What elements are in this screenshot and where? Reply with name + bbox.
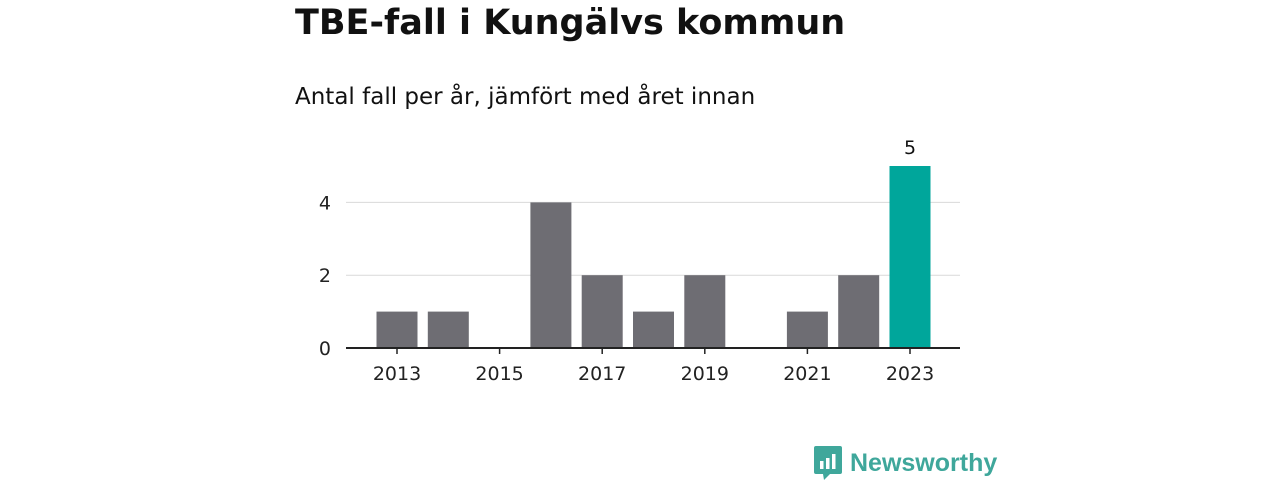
x-tick-label: 2021 — [783, 363, 831, 385]
chart-title: TBE-fall i Kungälvs kommun — [295, 3, 846, 43]
y-tick-label: 2 — [319, 265, 331, 287]
newsworthy-logo-text: Newsworthy — [850, 448, 998, 477]
x-tick-label: 2015 — [475, 363, 523, 385]
bar-2021 — [786, 311, 828, 348]
x-tick-label: 2019 — [681, 363, 729, 385]
y-tick-label: 0 — [319, 338, 331, 360]
bar-2014 — [427, 311, 469, 348]
data-label: 5 — [904, 137, 916, 159]
bar-2017 — [581, 275, 623, 348]
newsworthy-logo: Newsworthy — [814, 446, 997, 480]
chart-subtitle: Antal fall per år, jämfört med året inna… — [295, 84, 756, 110]
bar-2019 — [684, 275, 726, 348]
bar-2016 — [530, 202, 572, 348]
x-tick-label: 2013 — [373, 363, 421, 385]
y-tick-label: 4 — [319, 192, 331, 214]
newsworthy-logo-icon — [814, 446, 842, 480]
x-tick-label: 2023 — [886, 363, 934, 385]
bar-2022 — [838, 275, 880, 348]
bar-2013 — [376, 311, 418, 348]
bar-2023 — [889, 166, 931, 348]
bar-2018 — [633, 311, 674, 348]
x-tick-label: 2017 — [578, 363, 626, 385]
